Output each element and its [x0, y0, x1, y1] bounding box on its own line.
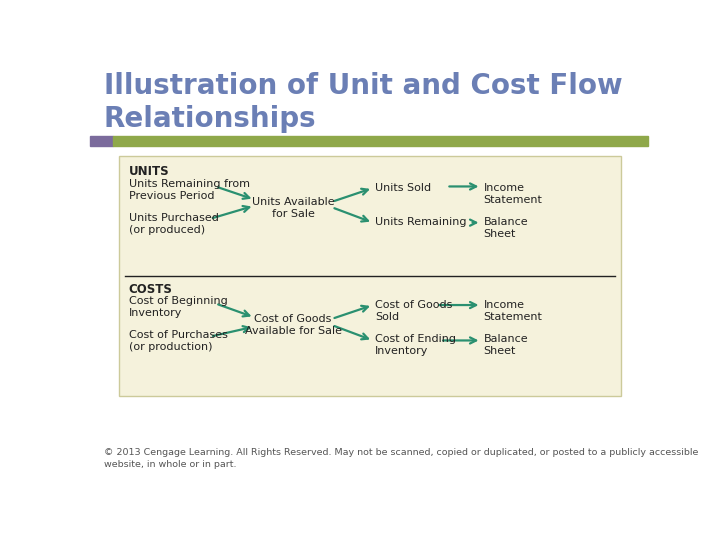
- FancyBboxPatch shape: [120, 156, 621, 396]
- Text: Cost of Ending
Inventory: Cost of Ending Inventory: [375, 334, 456, 356]
- Text: Units Purchased
(or produced): Units Purchased (or produced): [129, 213, 219, 235]
- Text: Income
Statement: Income Statement: [484, 300, 543, 322]
- Text: Units Available
for Sale: Units Available for Sale: [252, 197, 334, 219]
- Text: Cost of Beginning
Inventory: Cost of Beginning Inventory: [129, 296, 228, 318]
- Text: Cost of Purchases
(or production): Cost of Purchases (or production): [129, 330, 228, 353]
- Text: Illustration of Unit and Cost Flow: Illustration of Unit and Cost Flow: [104, 72, 623, 100]
- Bar: [113, 137, 648, 146]
- Text: COSTS: COSTS: [129, 283, 173, 296]
- Text: Cost of Goods
Available for Sale: Cost of Goods Available for Sale: [245, 314, 341, 336]
- Text: Units Sold: Units Sold: [375, 183, 431, 193]
- Text: Relationships: Relationships: [104, 105, 317, 133]
- Text: UNITS: UNITS: [129, 165, 169, 178]
- Text: © 2013 Cengage Learning. All Rights Reserved. May not be scanned, copied or dupl: © 2013 Cengage Learning. All Rights Rese…: [104, 448, 698, 469]
- Bar: [90, 137, 113, 146]
- Text: Units Remaining from
Previous Period: Units Remaining from Previous Period: [129, 179, 250, 201]
- Text: Units Remaining: Units Remaining: [375, 217, 467, 227]
- Text: Cost of Goods
Sold: Cost of Goods Sold: [375, 300, 453, 322]
- Text: Balance
Sheet: Balance Sheet: [484, 217, 528, 239]
- Text: Income
Statement: Income Statement: [484, 183, 543, 205]
- Text: Balance
Sheet: Balance Sheet: [484, 334, 528, 356]
